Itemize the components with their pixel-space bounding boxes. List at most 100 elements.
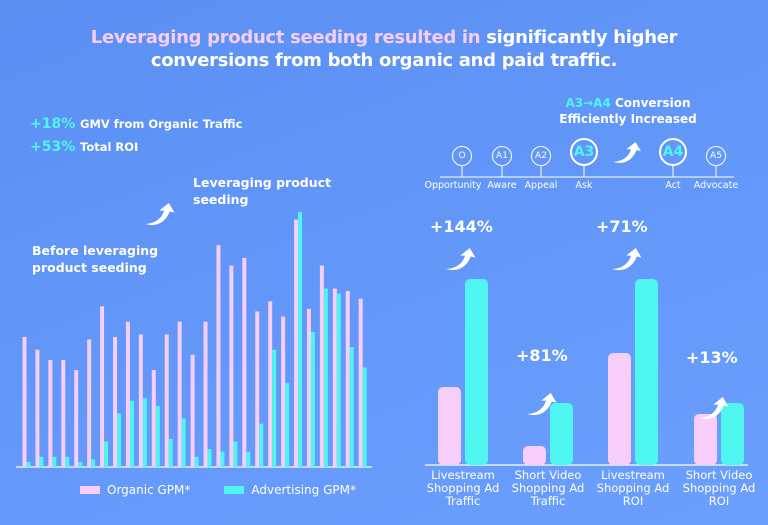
bar-after	[550, 403, 573, 465]
bar-organic	[332, 288, 337, 467]
bar-organic	[268, 301, 273, 467]
funnel-title: A3→A4 Conversion Efficiently Increased	[540, 95, 716, 127]
category-label: Livestream Shopping Ad ROI	[588, 469, 678, 508]
bar-advertising	[39, 456, 44, 467]
category-label-line: Shopping Ad	[511, 481, 585, 495]
data-label: +71%	[596, 217, 648, 236]
bar-advertising	[194, 456, 199, 467]
bar-advertising	[272, 349, 277, 467]
category-label-line: Shopping Ad	[682, 481, 756, 495]
bar-advertising	[259, 423, 264, 467]
bar-before	[694, 414, 717, 465]
stage-label: Opportunity	[424, 180, 482, 191]
curved-arrow-icon	[699, 397, 729, 420]
bar-organic	[164, 334, 169, 467]
annotation-after: Leveraging product seeding	[193, 175, 332, 207]
bar-advertising	[181, 418, 186, 467]
bar-advertising	[26, 461, 31, 467]
bar-advertising	[91, 459, 96, 467]
legend-label-organic: Organic GPM*	[107, 483, 191, 497]
legend-swatch-advertising	[224, 486, 245, 494]
data-label: +13%	[686, 348, 738, 367]
curved-arrow-icon	[446, 248, 476, 271]
category-label-line: Traffic	[530, 494, 566, 508]
curved-arrow-icon	[145, 203, 175, 226]
bar-organic	[48, 359, 53, 467]
title-highlight: Leveraging product seeding resulted in	[90, 27, 481, 48]
stat-label: GMV from Organic Traffic	[80, 117, 243, 131]
bar-organic	[306, 308, 311, 467]
stat-value: +18%	[30, 116, 76, 132]
stage-label: Advocate	[693, 180, 739, 191]
annotation-before: Before leveraging product seeding	[32, 243, 159, 275]
stage-circle-a2: A2	[531, 146, 551, 166]
stat-value: +53%	[30, 139, 76, 155]
bar-advertising	[220, 451, 225, 467]
bar-before	[608, 353, 631, 465]
category-label-line: ROI	[708, 494, 730, 508]
category-label-line: Livestream	[431, 468, 495, 482]
category-label-line: Short Video	[514, 468, 582, 482]
bar-organic	[294, 219, 299, 467]
bar-advertising	[285, 382, 290, 467]
bar-advertising	[155, 405, 160, 467]
bar-organic	[35, 349, 40, 467]
category-label: Short Video Shopping Ad ROI	[674, 469, 764, 508]
bar-organic	[151, 370, 156, 467]
bar-organic	[61, 359, 66, 467]
category-label-line: Shopping Ad	[426, 481, 500, 495]
bar-advertising	[207, 449, 212, 467]
funnel-title-highlight: A3→A4	[565, 96, 611, 110]
bar-after	[465, 279, 488, 465]
stage-circle-a3: A3	[570, 138, 598, 166]
stage-label: Appeal	[524, 180, 558, 191]
bar-advertising	[65, 456, 70, 467]
bar-organic	[87, 339, 92, 467]
bar-organic	[242, 257, 247, 467]
category-label-line: Shopping Ad	[596, 481, 670, 495]
category-label-line: ROI	[622, 494, 644, 508]
curved-arrow-icon	[527, 393, 557, 416]
bar-advertising	[310, 331, 315, 467]
bar-organic	[22, 336, 27, 467]
bar-organic	[125, 321, 130, 467]
category-label: Livestream Shopping Ad Traffic	[418, 469, 508, 508]
bar-advertising	[104, 441, 109, 467]
bar-advertising	[336, 293, 341, 467]
data-label: +81%	[516, 346, 568, 365]
bar-after	[721, 403, 744, 465]
category-label-line: Traffic	[445, 494, 481, 508]
bar-organic	[100, 306, 105, 467]
stat-label: Total ROI	[80, 140, 139, 154]
category-label-line: Livestream	[601, 468, 665, 482]
bar-organic	[216, 245, 221, 467]
bar-organic	[177, 321, 182, 467]
bar-organic	[358, 298, 363, 467]
bar-organic	[203, 321, 208, 467]
bar-advertising	[52, 456, 57, 467]
bar-organic	[255, 311, 260, 467]
bar-advertising	[246, 451, 251, 467]
legend-swatch-organic	[80, 486, 100, 494]
bar-organic	[319, 265, 324, 467]
bar-organic	[229, 265, 234, 467]
bar-advertising	[168, 438, 173, 467]
page-title: Leveraging product seeding resulted in s…	[0, 26, 768, 72]
bar-advertising	[362, 367, 367, 467]
stat-gmv: +18% GMV from Organic Traffic	[30, 116, 242, 132]
bar-advertising	[129, 400, 134, 467]
legend: Organic GPM* Advertising GPM*	[80, 483, 356, 497]
bar-before	[523, 446, 546, 465]
bar-advertising	[323, 288, 328, 467]
stage-label: Aware	[487, 180, 517, 191]
curved-arrow-icon	[612, 248, 642, 271]
stat-roi: +53% Total ROI	[30, 139, 138, 155]
bar-advertising	[349, 347, 354, 467]
bar-organic	[190, 354, 195, 467]
stage-circle-a4: A4	[659, 138, 687, 166]
bar-before	[438, 387, 461, 465]
stage-label: Act	[665, 180, 681, 191]
bar-advertising	[233, 441, 238, 467]
title-rest: significantly higher	[480, 27, 678, 48]
